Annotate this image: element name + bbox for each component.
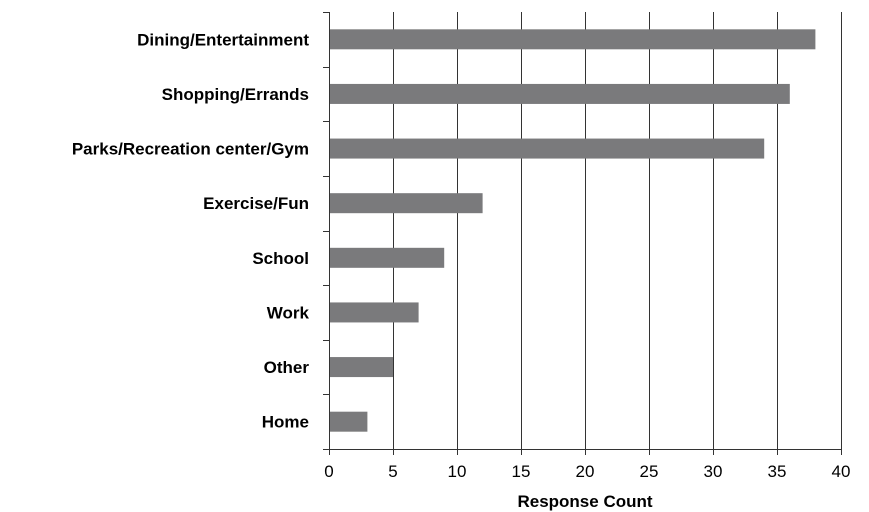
x-tick-label: 15 — [512, 462, 531, 481]
bar — [330, 193, 483, 214]
x-tick-label: 0 — [324, 462, 333, 481]
bar — [330, 411, 368, 432]
category-label: School — [252, 249, 309, 268]
x-tick-label: 30 — [704, 462, 723, 481]
category-label: Dining/Entertainment — [137, 30, 309, 49]
bar — [330, 83, 790, 104]
x-tick-label: 25 — [640, 462, 659, 481]
axes — [323, 12, 842, 455]
category-label: Work — [267, 303, 310, 322]
x-tick-label: 5 — [388, 462, 397, 481]
bar — [330, 29, 816, 50]
category-labels: Dining/Entertainment Shopping/Errands Park… — [72, 30, 310, 431]
x-tick-label: 40 — [832, 462, 851, 481]
bar — [330, 302, 419, 323]
x-tick-label: 35 — [768, 462, 787, 481]
x-axis-title: Response Count — [517, 492, 652, 511]
x-tick-label: 20 — [576, 462, 595, 481]
category-label: Other — [264, 358, 310, 377]
bar — [330, 138, 765, 159]
bars — [330, 29, 816, 432]
x-tick-label: 10 — [448, 462, 467, 481]
bar — [330, 357, 393, 378]
gridlines — [393, 12, 842, 449]
category-label: Shopping/Errands — [162, 85, 309, 104]
bar — [330, 247, 445, 268]
category-label: Parks/Recreation center/Gym — [72, 140, 309, 159]
x-tick-labels: 0 5 10 15 20 25 30 35 40 — [324, 462, 850, 481]
category-label: Home — [262, 413, 309, 432]
category-label: Exercise/Fun — [203, 194, 309, 213]
